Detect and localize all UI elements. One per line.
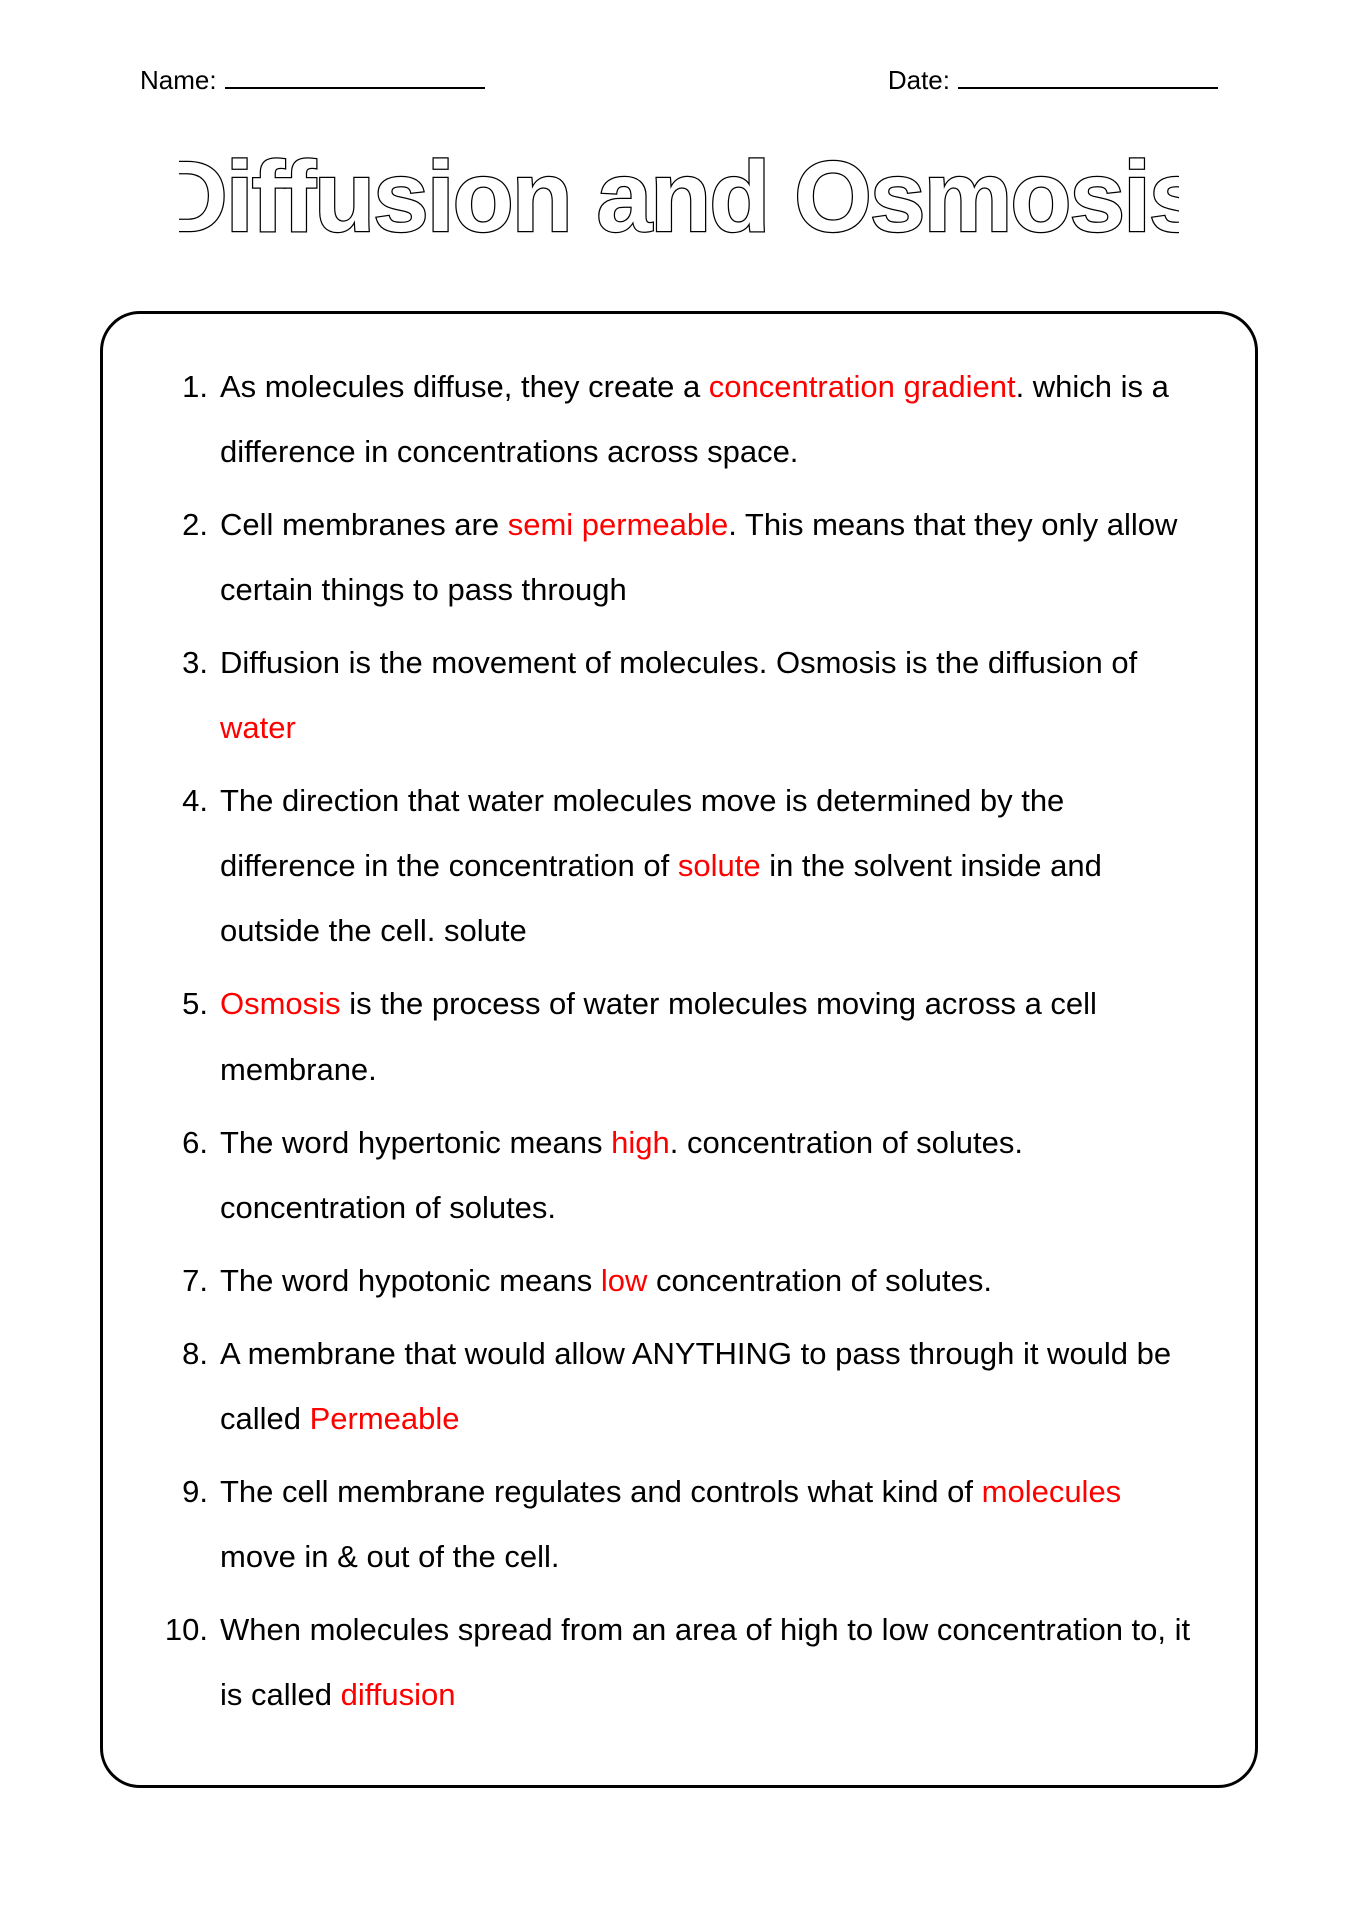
body-text: is the process of water molecules moving…	[220, 986, 1097, 1086]
answer-text: semi permeable	[508, 507, 729, 542]
date-label: Date:	[888, 65, 950, 96]
body-text: Diffusion is the movement of molecules. …	[220, 645, 1137, 680]
answer-text: concentration gradient	[709, 369, 1016, 404]
header-row: Name: Date:	[100, 60, 1258, 96]
list-item: Cell membranes are semi permeable. This …	[158, 492, 1200, 622]
list-item: When molecules spread from an area of hi…	[158, 1597, 1200, 1727]
body-text: As molecules diffuse, they create a	[220, 369, 709, 404]
list-item: A membrane that would allow ANYTHING to …	[158, 1321, 1200, 1451]
answer-text: molecules	[982, 1474, 1122, 1509]
list-item: As molecules diffuse, they create a conc…	[158, 354, 1200, 484]
date-field: Date:	[888, 60, 1218, 96]
worksheet-title: Diffusion and Osmosis	[100, 126, 1258, 271]
list-item: Diffusion is the movement of molecules. …	[158, 630, 1200, 760]
answer-text: Permeable	[310, 1401, 460, 1436]
list-item: The cell membrane regulates and controls…	[158, 1459, 1200, 1589]
item-list: As molecules diffuse, they create a conc…	[158, 354, 1200, 1728]
answer-text: Osmosis	[220, 986, 341, 1021]
body-text: The word hypertonic means	[220, 1125, 611, 1160]
body-text: The cell membrane regulates and controls…	[220, 1474, 982, 1509]
body-text: concentration of solutes.	[647, 1263, 992, 1298]
list-item: The word hypertonic means high. concentr…	[158, 1110, 1200, 1240]
answer-text: solute	[678, 848, 761, 883]
answer-text: low	[601, 1263, 648, 1298]
answer-text: water	[220, 710, 296, 745]
body-text: move in & out of the cell.	[220, 1539, 559, 1574]
answer-text: high	[611, 1125, 670, 1160]
name-field: Name:	[140, 60, 485, 96]
content-box: As molecules diffuse, they create a conc…	[100, 311, 1258, 1789]
list-item: Osmosis is the process of water molecule…	[158, 971, 1200, 1101]
name-label: Name:	[140, 65, 217, 96]
title-text: Diffusion and Osmosis	[179, 141, 1179, 253]
name-blank[interactable]	[225, 60, 485, 89]
date-blank[interactable]	[958, 60, 1218, 89]
list-item: The word hypotonic means low concentrati…	[158, 1248, 1200, 1313]
answer-text: diffusion	[341, 1677, 456, 1712]
list-item: The direction that water molecules move …	[158, 768, 1200, 963]
body-text: The word hypotonic means	[220, 1263, 601, 1298]
body-text: Cell membranes are	[220, 507, 508, 542]
